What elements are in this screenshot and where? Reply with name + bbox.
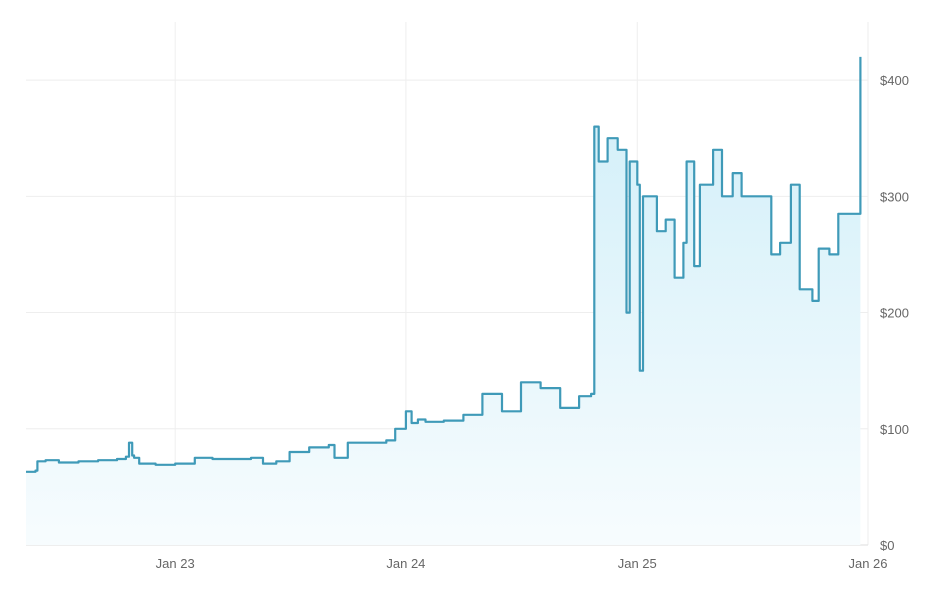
y-axis-ticks: $0 $100 $200 $300 $400 [880,73,909,553]
y-tick-label: $100 [880,422,909,437]
y-tick-label: $0 [880,538,894,553]
y-tick-label: $200 [880,306,909,321]
y-tick-label: $300 [880,189,909,204]
price-area-fill [26,56,861,546]
price-line [26,56,862,473]
y-tick-label: $400 [880,73,909,88]
x-tick-label: Jan 24 [386,556,425,571]
x-axis-ticks: Jan 23 Jan 24 Jan 25 Jan 26 [156,556,888,571]
x-tick-label: Jan 23 [156,556,195,571]
x-tick-label: Jan 25 [618,556,657,571]
x-tick-label: Jan 26 [848,556,887,571]
